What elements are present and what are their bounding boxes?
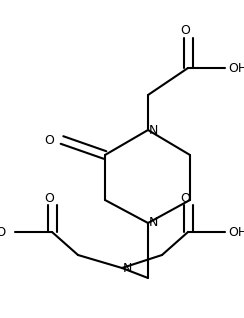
- Text: HO: HO: [0, 225, 7, 238]
- Text: N: N: [148, 123, 158, 136]
- Text: OH: OH: [228, 61, 244, 74]
- Text: N: N: [148, 217, 158, 230]
- Text: OH: OH: [228, 225, 244, 238]
- Text: O: O: [44, 191, 54, 204]
- Text: O: O: [180, 24, 190, 38]
- Text: O: O: [44, 134, 54, 147]
- Text: O: O: [180, 191, 190, 204]
- Text: N: N: [122, 261, 132, 274]
